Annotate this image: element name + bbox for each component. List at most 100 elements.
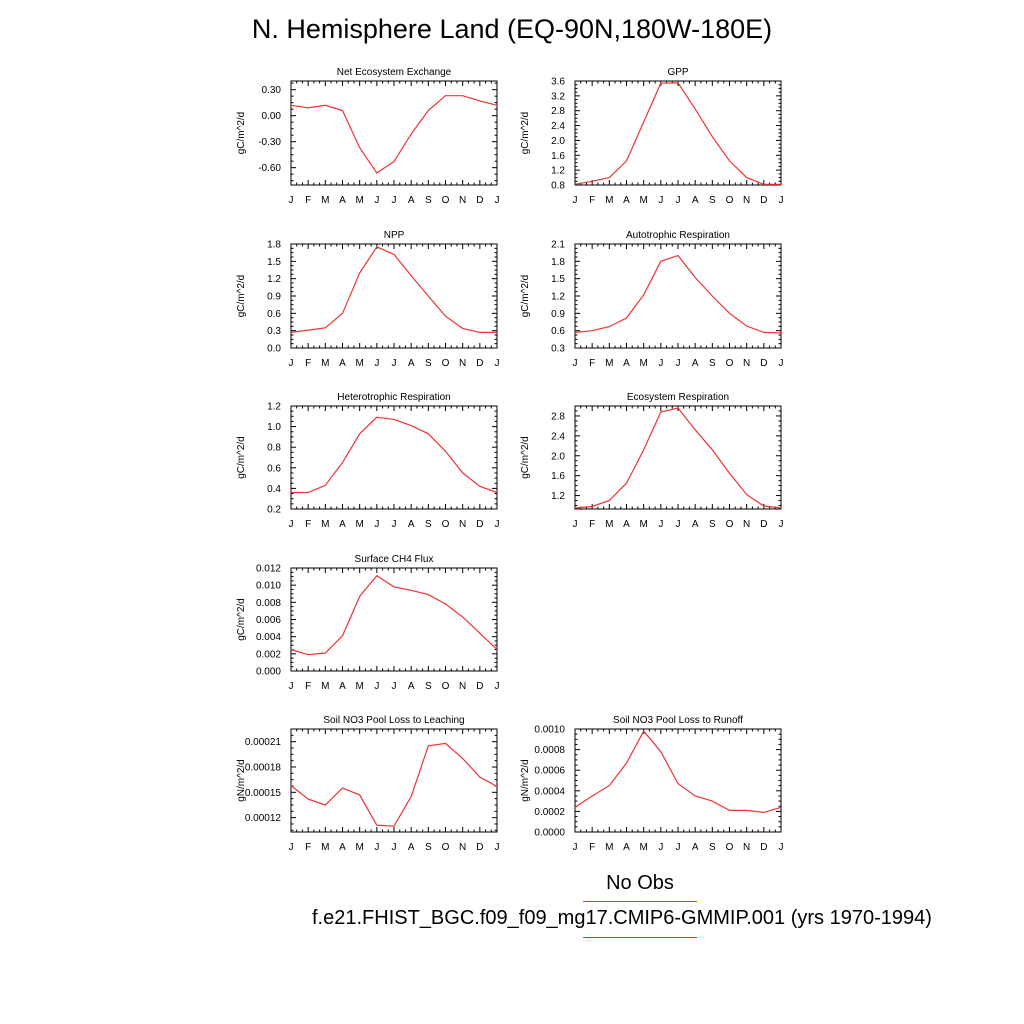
y-axis-label: gN/m^2/d (236, 759, 247, 802)
y-tick-label: 0.002 (256, 649, 281, 660)
y-tick-label: 0.00021 (245, 737, 282, 748)
x-tick-label: A (339, 842, 346, 853)
x-tick-label: F (305, 842, 311, 853)
panel-title: Soil NO3 Pool Loss to Runoff (613, 715, 743, 726)
x-tick-label: J (779, 358, 784, 369)
y-tick-label: 0.004 (256, 632, 281, 643)
plot-frame (574, 405, 782, 510)
y-tick-label: 0.0 (267, 344, 281, 355)
legend-model-line (583, 937, 697, 938)
y-tick-label: 1.0 (267, 422, 281, 433)
x-tick-label: A (692, 195, 699, 206)
x-tick-label: O (442, 358, 450, 369)
series-line (574, 407, 782, 509)
x-tick-label: M (639, 358, 647, 369)
x-tick-label: J (289, 519, 294, 530)
y-tick-label: 0.6 (267, 309, 281, 320)
series-line (290, 574, 498, 656)
y-axis-label: gC/m^2/d (236, 275, 247, 318)
x-tick-label: N (743, 842, 750, 853)
x-tick-label: D (476, 358, 483, 369)
y-tick-label: 0.008 (256, 598, 281, 609)
x-tick-label: A (339, 681, 346, 692)
x-tick-label: S (709, 358, 716, 369)
plot-frame (290, 243, 498, 349)
x-tick-label: D (760, 358, 767, 369)
x-tick-label: A (692, 519, 699, 530)
x-tick-label: J (573, 842, 578, 853)
y-tick-label: 0.9 (267, 292, 281, 303)
y-tick-label: 0.0010 (534, 725, 565, 736)
x-tick-label: M (321, 519, 329, 530)
x-tick-label: J (374, 358, 379, 369)
x-tick-label: D (476, 681, 483, 692)
y-tick-label: 0.8 (267, 443, 281, 454)
y-tick-label: 2.0 (551, 136, 565, 147)
x-tick-label: D (760, 195, 767, 206)
x-tick-label: S (425, 358, 432, 369)
x-tick-label: N (743, 358, 750, 369)
x-tick-label: J (676, 842, 681, 853)
x-tick-label: M (355, 358, 363, 369)
y-tick-label: 0.8 (551, 181, 565, 192)
y-tick-label: 2.4 (551, 431, 565, 442)
x-tick-label: J (289, 842, 294, 853)
plot-frame (574, 728, 782, 833)
x-tick-label: M (355, 195, 363, 206)
x-tick-label: J (374, 519, 379, 530)
y-tick-label: 0.010 (256, 581, 281, 592)
x-tick-label: J (658, 358, 663, 369)
x-tick-label: N (743, 195, 750, 206)
y-tick-label: 0.00015 (245, 788, 282, 799)
x-tick-label: N (459, 358, 466, 369)
x-tick-label: S (709, 195, 716, 206)
x-tick-label: O (726, 358, 734, 369)
y-tick-label: 0.6 (267, 463, 281, 474)
y-axis-label: gC/m^2/d (520, 275, 531, 318)
x-tick-label: J (676, 195, 681, 206)
series-line (574, 254, 782, 334)
x-tick-label: N (459, 519, 466, 530)
x-tick-label: J (573, 358, 578, 369)
y-tick-label: 0.2 (267, 505, 281, 516)
y-tick-label: 1.5 (267, 257, 281, 268)
x-tick-label: F (589, 358, 595, 369)
x-tick-label: M (321, 358, 329, 369)
x-tick-label: M (639, 195, 647, 206)
series-line (290, 246, 497, 333)
series-line (574, 730, 782, 814)
x-tick-label: F (589, 195, 595, 206)
y-tick-label: 1.6 (551, 471, 565, 482)
x-tick-label: F (305, 519, 311, 530)
panel-title: Net Ecosystem Exchange (337, 67, 452, 78)
y-tick-label: 0.0000 (534, 828, 565, 839)
y-tick-label: 1.8 (267, 240, 281, 251)
y-tick-label: 1.2 (551, 292, 565, 303)
x-tick-label: D (476, 519, 483, 530)
series-line (290, 742, 498, 827)
x-tick-label: J (779, 519, 784, 530)
x-tick-label: F (589, 519, 595, 530)
y-tick-label: -0.60 (258, 163, 281, 174)
series-line (574, 82, 781, 185)
x-tick-label: N (743, 519, 750, 530)
y-tick-label: 2.1 (551, 240, 565, 251)
y-tick-label: 0.00018 (245, 762, 282, 773)
panel-title: Ecosystem Respiration (627, 392, 729, 403)
y-axis-label: gC/m^2/d (236, 112, 247, 155)
y-tick-label: 0.0008 (534, 745, 565, 756)
y-tick-label: 3.2 (551, 91, 565, 102)
y-tick-label: 0.00 (262, 111, 282, 122)
legend-model-label: f.e21.FHIST_BGC.f09_f09_mg17.CMIP6-GMMIP… (312, 907, 932, 929)
x-tick-label: J (392, 358, 397, 369)
y-tick-label: 1.2 (267, 402, 281, 413)
x-tick-label: J (676, 519, 681, 530)
x-tick-label: M (605, 842, 613, 853)
y-tick-label: 3.6 (551, 77, 565, 88)
y-axis-label: gC/m^2/d (236, 436, 247, 479)
y-axis-label: gN/m^2/d (520, 759, 531, 802)
x-tick-label: S (425, 681, 432, 692)
